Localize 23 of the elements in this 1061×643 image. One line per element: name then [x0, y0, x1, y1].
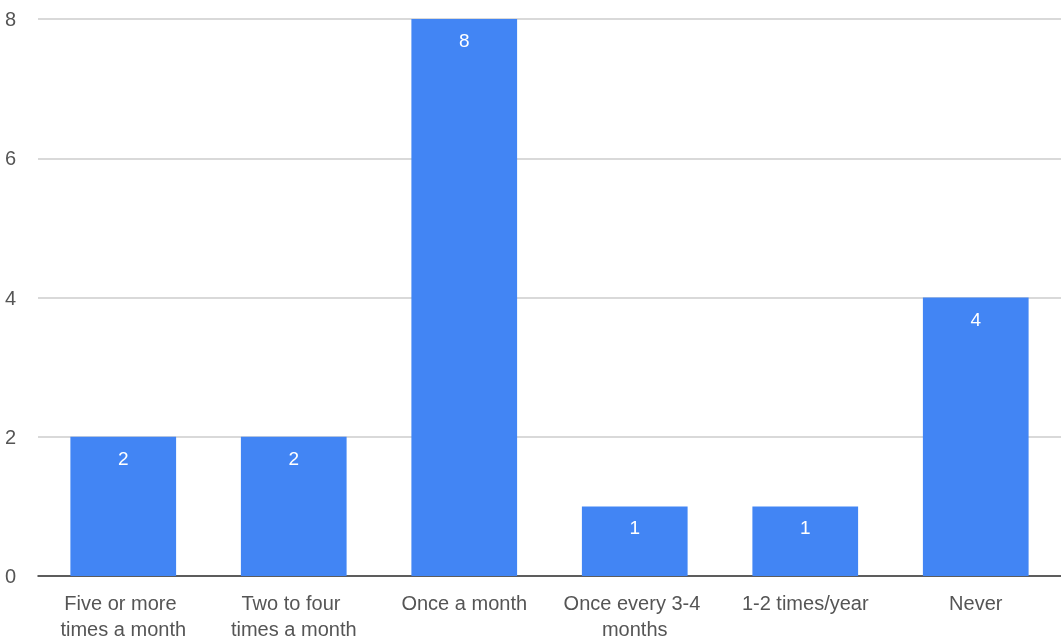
data-label: 2	[117, 447, 129, 469]
bar	[411, 19, 518, 576]
x-tick-label: Once every 3-4 months	[563, 592, 706, 640]
x-tick-label: Two to four times a month	[230, 592, 357, 640]
y-tick-label: 0	[4, 565, 16, 587]
bar	[922, 297, 1029, 576]
data-label: 8	[458, 30, 470, 51]
bar	[752, 506, 859, 576]
y-tick-label: 8	[4, 8, 16, 30]
data-label: 1	[629, 517, 641, 539]
data-label: 1	[799, 517, 811, 539]
x-tick-label: 1-2 times/year	[741, 592, 869, 614]
data-label: 2	[288, 447, 300, 469]
x-tick-label: Once a month	[401, 592, 528, 614]
bar	[581, 506, 688, 576]
x-tick-label: Five or more times a month	[60, 592, 187, 640]
y-tick-label: 2	[4, 425, 16, 448]
y-tick-label: 6	[4, 147, 16, 170]
bar	[70, 436, 177, 576]
data-label: 4	[970, 308, 982, 330]
y-tick-label: 4	[4, 286, 16, 309]
bar	[240, 436, 347, 576]
x-tick-label: Never	[949, 592, 1003, 614]
